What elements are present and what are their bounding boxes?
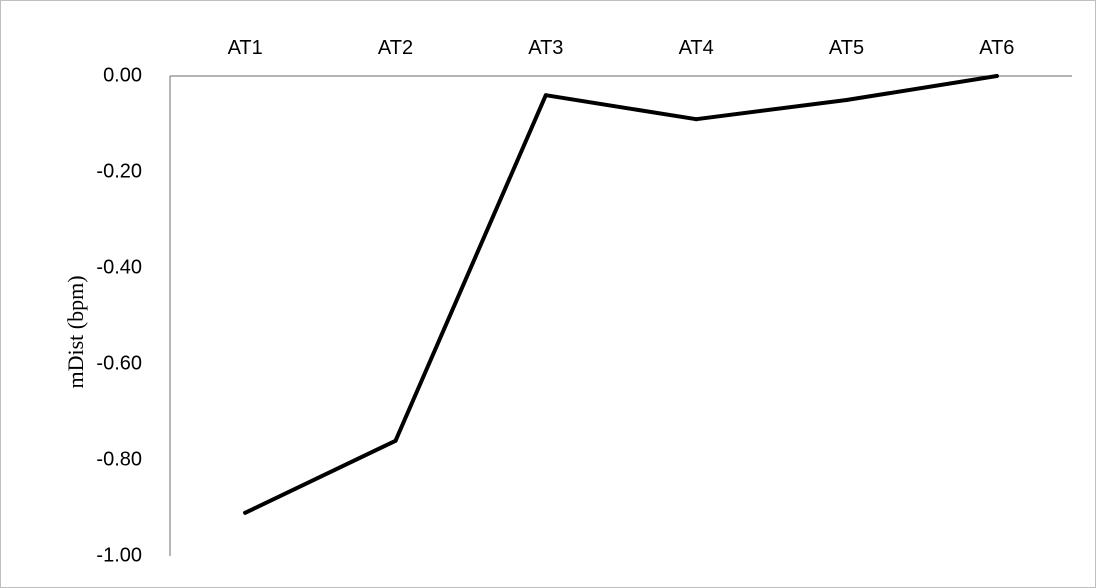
y-tick-label: -0.60 (96, 352, 142, 374)
series-line (243, 74, 999, 515)
data-point (694, 117, 699, 122)
y-tick-label: -1.00 (96, 544, 142, 566)
x-tick-labels: AT1 AT2 AT3 AT4 AT5 AT6 (228, 37, 1015, 59)
data-point (844, 98, 849, 102)
x-tick-label: AT5 (829, 37, 864, 59)
axes (169, 75, 1072, 556)
data-point (543, 93, 548, 98)
y-tick-label: -0.40 (96, 256, 142, 278)
x-tick-label: AT1 (228, 37, 263, 59)
y-tick-label: -0.20 (96, 160, 142, 182)
data-point (393, 438, 398, 443)
data-point (994, 74, 999, 78)
y-tick-labels: 0.00 -0.20 -0.40 -0.60 -0.80 -1.00 (96, 64, 142, 566)
y-tick-label: 0.00 (103, 64, 142, 86)
x-tick-label: AT2 (378, 37, 413, 59)
y-tick-label: -0.80 (96, 448, 142, 470)
x-tick-label: AT6 (979, 37, 1014, 59)
y-axis-title: mDist (bpm) (63, 275, 88, 388)
x-tick-label: AT4 (679, 37, 714, 59)
data-point (243, 510, 248, 515)
x-tick-label: AT3 (528, 37, 563, 59)
series-group (243, 74, 999, 515)
